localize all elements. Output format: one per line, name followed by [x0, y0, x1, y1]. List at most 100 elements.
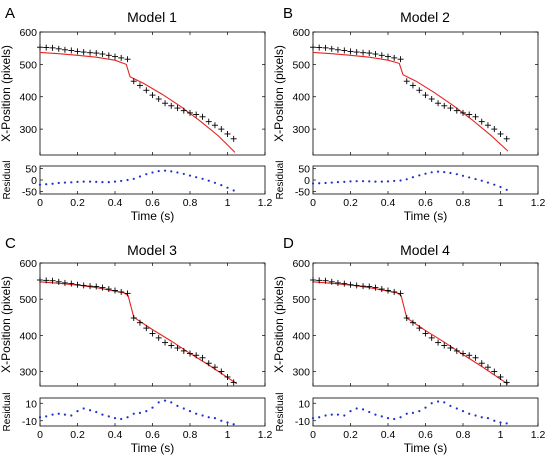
panel-letter: A	[5, 5, 15, 22]
residual-point	[195, 176, 198, 179]
panel-letter: B	[283, 5, 293, 22]
observed-point	[118, 54, 125, 61]
observed-point	[105, 286, 112, 293]
observed-point	[61, 46, 68, 53]
x-tick-label: 0	[37, 429, 43, 441]
observed-point	[211, 364, 218, 371]
residual-point	[63, 413, 67, 416]
residual-y-label: Residual	[275, 393, 286, 432]
residual-point	[120, 179, 123, 183]
residual-point	[411, 176, 415, 179]
residual-point	[436, 170, 440, 173]
residual-frame	[39, 165, 266, 195]
observed-point	[187, 350, 193, 357]
residual-point	[163, 169, 167, 172]
residual-point	[232, 189, 235, 192]
residual-point	[311, 417, 315, 420]
y-tick-label: 500	[292, 294, 310, 306]
residual-point	[126, 416, 129, 419]
x-tick-label: 0.8	[456, 197, 471, 209]
panel-letter: C	[5, 235, 16, 252]
observed-point	[484, 364, 491, 371]
observed-point	[360, 49, 367, 56]
residual-point	[430, 402, 433, 405]
residual-point	[213, 181, 217, 184]
y-axis-label: X-Position (pixels)	[272, 276, 286, 373]
residual-point	[393, 179, 396, 183]
x-tick-label: 0.4	[381, 429, 396, 441]
observed-point	[130, 78, 137, 85]
residual-point	[443, 170, 446, 174]
y-tick-label: 500	[19, 294, 37, 306]
residual-point	[349, 410, 352, 413]
observed-point	[49, 44, 56, 51]
x-tick-label: 1.2	[531, 197, 546, 209]
residual-point	[126, 178, 129, 182]
x-tick-label: 0.8	[183, 429, 198, 441]
residual-point	[82, 180, 85, 183]
residual-point	[455, 173, 458, 176]
x-tick-label: 0.6	[418, 429, 433, 441]
x-tick-label: 0.4	[108, 197, 123, 209]
residual-point	[374, 413, 377, 416]
residual-point	[318, 182, 321, 185]
observed-point	[491, 368, 498, 375]
residual-point	[368, 410, 371, 414]
residual-point	[170, 401, 173, 404]
y-tick-label: 400	[292, 330, 310, 342]
residual-point	[226, 421, 229, 424]
y-tick-label: 600	[19, 27, 37, 39]
residual-point	[57, 412, 60, 415]
observed-point	[230, 379, 237, 386]
observed-point	[397, 290, 404, 297]
x-tick-label: 0.8	[456, 429, 471, 441]
residual-point	[176, 171, 179, 174]
residual-point	[101, 181, 104, 184]
residual-y-tick-label: -50	[295, 187, 310, 199]
observed-point	[391, 288, 398, 295]
residual-point	[380, 180, 383, 183]
observed-point	[416, 87, 423, 94]
observed-point	[218, 368, 225, 375]
x-axis-label: Time (s)	[131, 441, 175, 455]
observed-point	[124, 56, 131, 63]
observed-point	[74, 48, 81, 55]
residual-point	[207, 179, 210, 182]
x-tick-label: 0.2	[70, 197, 85, 209]
observed-point	[403, 78, 410, 85]
residual-y-tick-label: 10	[298, 398, 310, 410]
residual-point	[101, 413, 104, 416]
observed-point	[193, 352, 200, 359]
residual-point	[505, 422, 508, 425]
x-tick-label: 0	[310, 197, 316, 209]
observed-point	[168, 102, 175, 109]
x-tick-label: 0.6	[145, 429, 160, 441]
residual-point	[145, 410, 148, 413]
observed-point	[347, 48, 354, 55]
residual-y-tick-label: 0	[304, 175, 310, 187]
observed-point	[180, 347, 187, 354]
residual-point	[330, 413, 333, 416]
plot-frame	[39, 262, 266, 387]
observed-point	[230, 135, 237, 142]
observed-point	[353, 282, 360, 289]
residual-point	[157, 401, 160, 404]
y-tick-label: 600	[19, 258, 37, 270]
observed-point	[441, 102, 448, 109]
residual-point	[493, 183, 496, 186]
observed-point	[155, 96, 162, 103]
chart-title: Model 1	[127, 9, 177, 25]
observed-point	[334, 46, 341, 53]
observed-point	[353, 49, 360, 56]
residual-point	[493, 419, 496, 422]
residual-point	[505, 188, 508, 191]
residual-point	[399, 179, 402, 182]
residual-frame	[312, 397, 539, 427]
observed-point	[322, 277, 329, 284]
residual-point	[70, 414, 73, 417]
observed-point	[472, 354, 479, 361]
observed-point	[484, 122, 491, 129]
residual-point	[51, 413, 54, 416]
observed-point	[55, 278, 62, 285]
x-tick-label: 1.2	[258, 429, 273, 441]
